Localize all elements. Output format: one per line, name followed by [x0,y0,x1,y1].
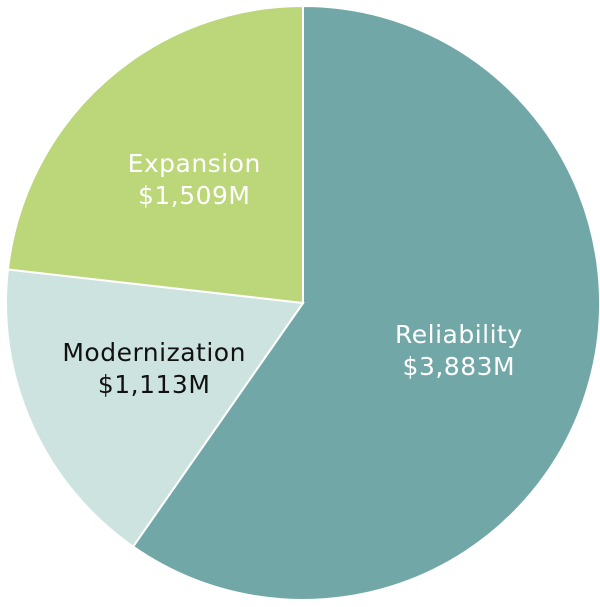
slice-label: Expansion [128,149,261,178]
slice-value-label: $1,509M [138,181,251,210]
pie-slice [5,268,305,548]
slice-value-label: $3,883M [403,352,516,381]
slice-label: Modernization [62,338,246,367]
pie-slice [6,4,304,305]
slice-label: Reliability [395,320,523,349]
slice-value-label: $1,113M [98,370,211,399]
pie-slice [131,4,600,601]
